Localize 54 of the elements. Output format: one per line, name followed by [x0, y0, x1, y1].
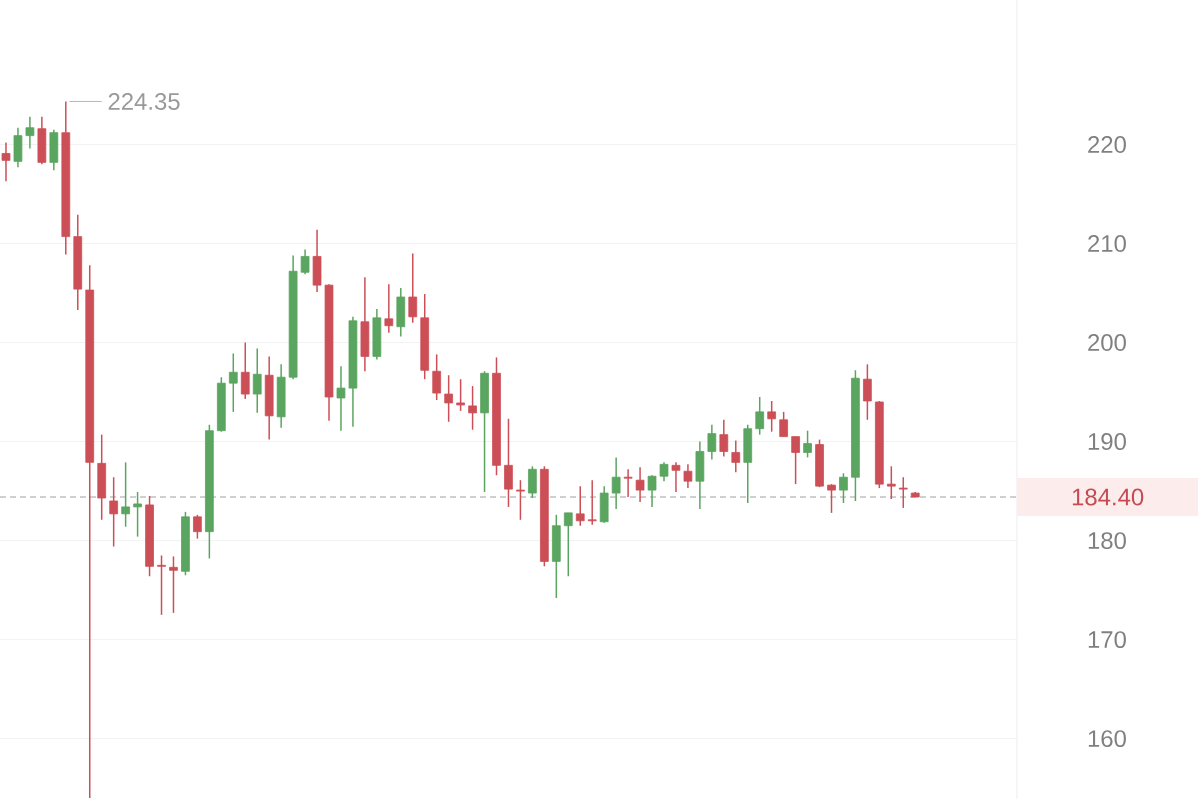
candlestick: [516, 479, 525, 521]
candlestick: [671, 461, 681, 493]
y-tick-label: 180: [1088, 532, 1126, 550]
candlestick: [109, 476, 119, 548]
candlestick: [839, 472, 848, 504]
candlestick: [432, 353, 442, 401]
y-tick-label: 190: [1088, 433, 1126, 451]
ref-line-label: 184.40: [1072, 488, 1144, 506]
candlestick: [611, 456, 621, 510]
candlestick: [240, 341, 250, 400]
candlestick: [228, 352, 238, 413]
candlestick: [803, 429, 812, 459]
candlestick: [563, 512, 573, 577]
candlestick: [755, 396, 765, 436]
candlestick: [384, 283, 394, 334]
y-tick-label: 220: [1088, 136, 1126, 154]
y-tick-label: 170: [1088, 631, 1126, 649]
candlestick: [1, 141, 11, 182]
candlestick: [575, 485, 585, 527]
candlestick: [719, 419, 729, 458]
candlestick: [659, 461, 669, 482]
candlestick: [133, 491, 142, 538]
y-tick-label: 200: [1088, 334, 1126, 352]
y-tick-label: 160: [1088, 730, 1126, 748]
candlestick: [157, 554, 166, 616]
candlestick: [886, 465, 896, 500]
annotation: 224.35: [108, 93, 180, 110]
candlestick: [647, 474, 657, 508]
candlestick: [767, 400, 777, 433]
candlestick: [623, 468, 633, 498]
candlestick: [468, 385, 477, 431]
candlestick: [683, 463, 693, 489]
candlestick: [444, 374, 453, 423]
candlestick: [827, 483, 836, 514]
candlestick: [336, 365, 346, 432]
candlestick: [193, 514, 202, 540]
candlestick: [25, 116, 35, 150]
candlestick: [791, 435, 800, 485]
candlestick: [456, 378, 465, 412]
candlestick: [635, 466, 645, 503]
candlestick: [863, 363, 872, 421]
candlestick: [121, 461, 130, 528]
candlestick: [408, 252, 418, 324]
candlestick: [252, 347, 262, 414]
candlestick: [528, 465, 537, 499]
candlestick: [707, 423, 717, 461]
candlestick: [898, 476, 908, 509]
candlestick: [300, 248, 310, 275]
candlestick: [169, 555, 178, 614]
y-tick-label: 210: [1088, 235, 1126, 253]
candlestick: [779, 411, 788, 438]
candlestick: [731, 439, 741, 474]
candlestick: [504, 418, 513, 508]
candlestick: [587, 479, 597, 526]
